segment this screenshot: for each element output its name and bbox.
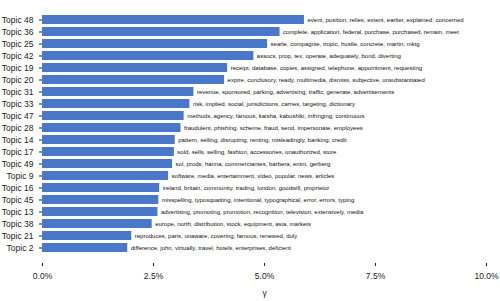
svg-text:complete, application, federal: complete, application, federal, purchase… <box>283 29 459 35</box>
svg-text:2.5%: 2.5% <box>144 271 164 281</box>
svg-text:risk, implied, social, jurisdi: risk, implied, social, jurisdictions, ca… <box>193 101 355 107</box>
svg-text:event, position, relies, exten: event, position, relies, extent, earlier… <box>307 17 463 23</box>
svg-text:reproduces, paris, unaware, co: reproduces, paris, unaware, covering, fa… <box>135 233 297 239</box>
svg-text:Topic 17: Topic 17 <box>2 147 34 157</box>
svg-text:europe, north, distribution, s: europe, north, distribution, stock, equi… <box>155 221 311 227</box>
svg-text:Topic 45: Topic 45 <box>2 195 34 205</box>
svg-text:Topic 38: Topic 38 <box>2 219 34 229</box>
svg-text:Topic 9: Topic 9 <box>7 171 34 181</box>
svg-text:Topic 31: Topic 31 <box>2 87 34 97</box>
svg-text:Topic 14: Topic 14 <box>2 135 34 145</box>
svg-text:sol, prods, hanna, commerciant: sol, prods, hanna, commerciantes, barber… <box>176 161 331 167</box>
svg-text:ireland, britain, community, t: ireland, britain, community, trading, lo… <box>163 185 330 191</box>
svg-text:10.0%: 10.0% <box>474 271 499 281</box>
svg-text:Topic 49: Topic 49 <box>2 159 34 169</box>
svg-text:sold, sells, selling, fashion,: sold, sells, selling, fashion, accessori… <box>177 149 337 155</box>
svg-text:Topic 25: Topic 25 <box>2 39 34 49</box>
svg-text:assocs, prop, tex, operate, ad: assocs, prop, tex, operate, adequately, … <box>257 53 401 59</box>
svg-text:7.5%: 7.5% <box>366 271 386 281</box>
svg-text:Topic 48: Topic 48 <box>2 15 34 25</box>
svg-text:software, media, entertainment: software, media, entertainment, video, p… <box>172 173 335 179</box>
svg-text:Topic 13: Topic 13 <box>2 207 34 217</box>
svg-text:Topic 28: Topic 28 <box>2 123 34 133</box>
svg-text:Topic 47: Topic 47 <box>2 111 34 121</box>
svg-text:Topic 16: Topic 16 <box>2 183 34 193</box>
svg-text:Topic 36: Topic 36 <box>2 27 34 37</box>
svg-text:expire, conclusory, ready, mul: expire, conclusory, ready, multimedia, d… <box>228 77 425 83</box>
svg-text:revenue, sponsored, parking, a: revenue, sponsored, parking, advertising… <box>197 89 394 95</box>
svg-text:5.0%: 5.0% <box>255 271 275 281</box>
svg-text:0.0%: 0.0% <box>33 271 53 281</box>
svg-text:difference, john, virtually, t: difference, john, virtually, travel, hot… <box>131 245 292 251</box>
svg-text:methods, agency, famous, kaish: methods, agency, famous, kaisha, kabushi… <box>187 113 364 119</box>
svg-text:Topic 20: Topic 20 <box>2 75 34 85</box>
svg-text:searle, compagnie, tropic, hus: searle, compagnie, tropic, hustle, concr… <box>271 41 420 47</box>
svg-text:fraudulent, phishing, scheme,: fraudulent, phishing, scheme, fraud, sen… <box>184 125 363 131</box>
svg-text:γ: γ <box>262 288 267 298</box>
svg-text:pattern, selling, disrupting,: pattern, selling, disrupting, renting, m… <box>178 137 347 143</box>
svg-text:receipt, database, copies, ass: receipt, database, copies, assigned, tel… <box>231 65 422 71</box>
svg-text:Topic 19: Topic 19 <box>2 63 34 73</box>
svg-text:misspelling, typosquatting, in: misspelling, typosquatting, intentional,… <box>162 197 354 203</box>
svg-text:Topic 21: Topic 21 <box>2 231 34 241</box>
svg-text:Topic 42: Topic 42 <box>2 51 34 61</box>
svg-text:Topic 2: Topic 2 <box>7 243 34 253</box>
svg-text:advertising, promoting, promot: advertising, promoting, promotion, recog… <box>161 209 364 215</box>
svg-text:Topic 33: Topic 33 <box>2 99 34 109</box>
